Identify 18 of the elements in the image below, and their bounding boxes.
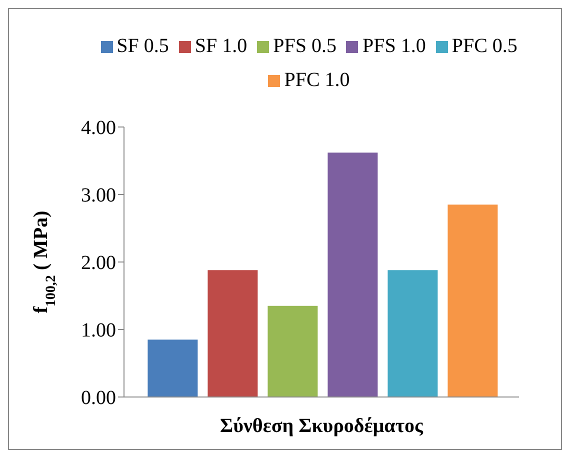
bar [448, 204, 498, 397]
y-tick-label: 3.00 [81, 184, 116, 207]
legend-label: SF 1.0 [194, 35, 248, 57]
y-tick-label: 0.00 [81, 387, 116, 410]
bar [208, 270, 258, 397]
y-tick-label: 2.00 [81, 252, 116, 274]
bar [328, 152, 378, 397]
bar [388, 270, 438, 397]
y-tick-label: 1.00 [81, 320, 116, 342]
bar [148, 340, 198, 397]
y-tick-label: 4.00 [81, 117, 116, 140]
legend-label: PFS 0.5 [273, 35, 336, 57]
x-axis-title: Σύνθεση Σκυροδέματος [220, 415, 424, 437]
legend-label: PFS 1.0 [362, 35, 426, 57]
legend-label: SF 0.5 [116, 35, 169, 57]
legend-label: PFC 0.5 [452, 35, 518, 57]
bar [268, 306, 318, 397]
legend-label: PFC 1.0 [284, 69, 350, 91]
